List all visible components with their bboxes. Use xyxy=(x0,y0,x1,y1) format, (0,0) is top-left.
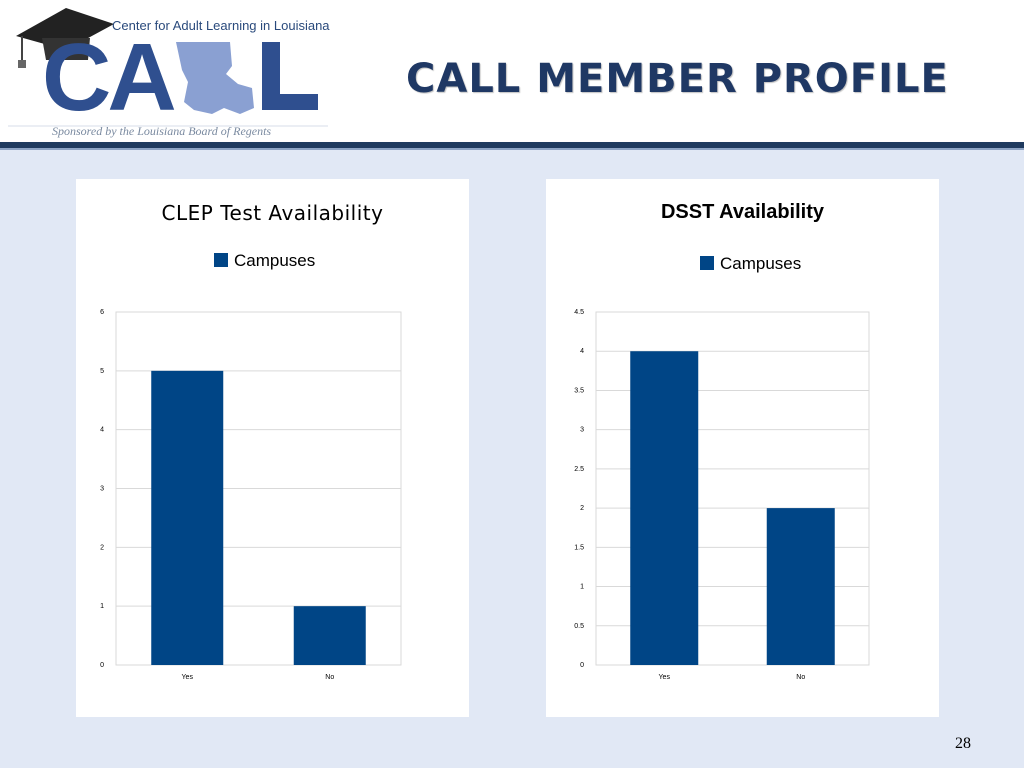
bar-yes xyxy=(630,351,699,665)
chart-title: CLEP Test Availability xyxy=(161,201,384,225)
bar-no xyxy=(293,606,366,665)
y-tick-label: 1 xyxy=(100,603,104,610)
y-tick-label: 3.5 xyxy=(574,387,584,394)
y-tick-label: 0 xyxy=(100,662,104,669)
svg-text:CA: CA xyxy=(42,24,174,131)
clep-plot: 0 1 2 3 4 5 6 Yes No xyxy=(100,309,402,681)
y-tick-label: 5 xyxy=(100,368,104,375)
plot-frame xyxy=(595,311,870,666)
legend-swatch xyxy=(214,253,228,267)
x-tick-label: No xyxy=(796,674,805,681)
page-number: 28 xyxy=(955,735,971,752)
legend-label: Campuses xyxy=(720,254,802,273)
y-tick-label: 6 xyxy=(100,309,104,316)
chart-legend: Campuses xyxy=(700,254,801,274)
y-tick-label: 4 xyxy=(580,348,584,355)
plot-frame xyxy=(115,311,402,666)
header-rule xyxy=(0,142,1024,148)
call-logo: CA xyxy=(8,8,328,131)
y-tick-label: 4.5 xyxy=(574,309,584,316)
chart-panel-dsst: DSST Availability Campuses 0 0.5 1 1.5 2 2.5 3… xyxy=(546,179,939,717)
x-tick-label: No xyxy=(325,674,334,681)
y-tick-label: 3 xyxy=(580,427,584,434)
legend-swatch xyxy=(700,256,714,270)
y-tick-label: 2 xyxy=(580,505,584,512)
sponsor-text: Sponsored by the Louisiana Board of Rege… xyxy=(52,124,272,138)
y-tick-label: 0.5 xyxy=(574,623,584,630)
louisiana-state-icon xyxy=(176,42,254,114)
x-tick-label: Yes xyxy=(659,674,671,681)
y-tick-label: 2.5 xyxy=(574,466,584,473)
header-band xyxy=(0,0,1024,142)
legend-label: Campuses xyxy=(234,251,316,270)
y-tick-label: 1 xyxy=(580,584,584,591)
bar-no xyxy=(766,508,835,665)
graduation-cap-icon xyxy=(16,8,114,68)
logo-banner-text: Center for Adult Learning in Louisiana xyxy=(112,18,330,33)
bar-yes xyxy=(151,370,224,665)
chart-title: DSST Availability xyxy=(660,201,824,223)
y-tick-label: 4 xyxy=(100,427,104,434)
x-tick-label: Yes xyxy=(182,674,194,681)
chart-legend: Campuses xyxy=(214,251,315,271)
y-tick-label: 3 xyxy=(100,486,104,493)
page-title: CALL MEMBER PROFILE xyxy=(406,56,949,102)
y-tick-label: 2 xyxy=(100,544,104,551)
header-rule-light xyxy=(0,148,1024,150)
chart-panel-clep: CLEP Test Availability Campuses 0 1 2 3 4 5 6 Y… xyxy=(76,179,469,717)
dsst-plot: 0 0.5 1 1.5 2 2.5 3 3.5 4 4.5 Yes No xyxy=(574,309,870,681)
y-tick-label: 1.5 xyxy=(574,544,584,551)
y-tick-label: 0 xyxy=(580,662,584,669)
